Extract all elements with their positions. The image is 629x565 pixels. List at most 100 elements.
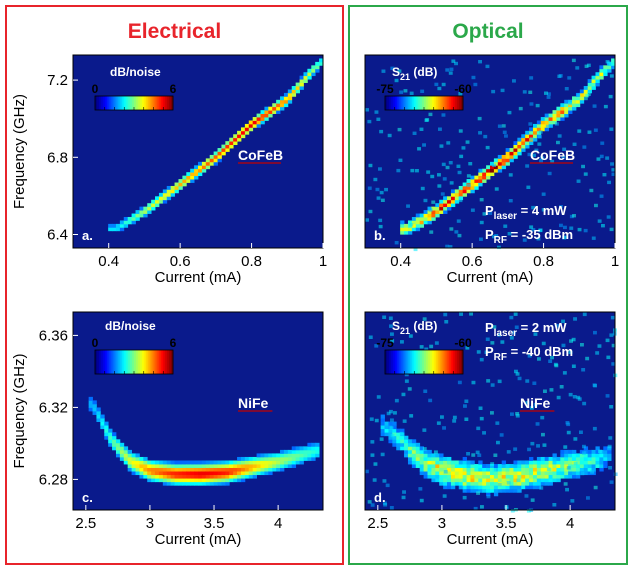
colorbar-step (422, 350, 425, 374)
noise-cell (485, 337, 490, 341)
heatmap-cell (568, 110, 573, 114)
noise-cell (559, 205, 563, 209)
heatmap-cell (131, 213, 136, 218)
heatmap-cell (272, 464, 277, 468)
x-tick-label: 2.5 (367, 515, 388, 532)
noise-cell (484, 350, 489, 354)
heatmap-cell (92, 400, 97, 405)
heatmap-cell (162, 196, 168, 201)
noise-cell (422, 447, 427, 451)
plot-area (73, 55, 323, 248)
heatmap-cell (501, 474, 507, 479)
colorbar-step (130, 350, 133, 374)
heatmap-cell (435, 210, 440, 214)
heatmap-cell (407, 230, 413, 235)
x-tick-label: 2.5 (75, 515, 96, 532)
heatmap-cell (104, 421, 109, 426)
heatmap-cell (525, 471, 530, 476)
noise-cell (601, 224, 605, 228)
heatmap-cell (603, 68, 608, 73)
heatmap-cell (123, 216, 129, 221)
heatmap-cell (205, 471, 211, 476)
heatmap-cell (186, 478, 191, 483)
colorbar-step (459, 350, 462, 374)
heatmap-cell (252, 117, 257, 121)
heatmap-cell (280, 106, 285, 111)
noise-cell (437, 86, 442, 91)
heatmap-cell (595, 449, 600, 454)
heatmap-cell (100, 421, 105, 426)
heatmap-cell (213, 481, 218, 486)
heatmap-cell (166, 192, 172, 197)
heatmap-cell (201, 467, 207, 472)
noise-cell (445, 68, 450, 72)
heatmap-cell (497, 154, 503, 159)
heatmap-cell (474, 175, 479, 180)
heatmap-cell (529, 460, 534, 465)
heatmap-cell (532, 485, 538, 490)
heatmap-cell (423, 456, 428, 461)
heatmap-cell (127, 467, 132, 472)
heatmap-cell (607, 65, 612, 70)
noise-cell (419, 498, 424, 503)
heatmap-cell (307, 442, 312, 447)
heatmap-cell (529, 456, 534, 461)
noise-cell (477, 116, 482, 121)
heatmap-cell (201, 471, 207, 476)
heatmap-cell (560, 117, 565, 121)
heatmap-cell (280, 453, 285, 458)
noise-cell (445, 244, 450, 249)
noise-cell (370, 503, 375, 507)
colorbar-step (95, 350, 98, 374)
heatmap-cell (474, 481, 479, 486)
noise-cell (401, 495, 406, 500)
heatmap-cell (252, 471, 257, 476)
noise-cell (611, 343, 616, 348)
heatmap-cell (599, 464, 604, 468)
heatmap-cell (283, 103, 289, 108)
heatmap-cell (572, 464, 577, 468)
y-tick-label: 6.4 (47, 226, 68, 243)
heatmap-cell (151, 478, 156, 483)
heatmap-cell (599, 72, 604, 77)
heatmap-cell (237, 474, 242, 479)
heatmap-cell (311, 72, 316, 77)
noise-cell (543, 389, 547, 393)
heatmap-cell (540, 117, 546, 121)
heatmap-cell (264, 467, 269, 472)
heatmap-cell (607, 446, 612, 451)
colorbar-step (102, 350, 106, 374)
heatmap-cell (521, 144, 526, 149)
noise-cell (569, 214, 574, 219)
colorbar-title: S21 (dB) (392, 319, 437, 336)
colorbar-step (110, 350, 113, 374)
colorbar-title-main: S (392, 319, 400, 333)
heatmap-cell (486, 175, 491, 180)
heatmap-cell (591, 75, 596, 80)
colorbar-step (169, 96, 172, 110)
y-tick-label: 6.8 (47, 149, 68, 166)
heatmap-cell (170, 189, 175, 194)
heatmap-cell (256, 460, 261, 465)
heatmap-cell (252, 464, 257, 468)
heatmap-cell (423, 464, 428, 468)
heatmap-cell (450, 192, 456, 197)
heatmap-cell (587, 453, 592, 458)
heatmap-cell (400, 446, 405, 451)
heatmap-cell (474, 471, 479, 476)
noise-cell (571, 337, 576, 342)
heatmap-cell (240, 467, 246, 472)
heatmap-cell (595, 460, 600, 465)
noise-cell (437, 173, 441, 177)
noise-cell (547, 92, 551, 96)
heatmap-cell (482, 467, 487, 472)
heatmap-cell (205, 161, 211, 166)
heatmap-cell (505, 485, 510, 490)
heatmap-cell (478, 172, 483, 177)
heatmap-cell (552, 478, 557, 483)
colorbar-step (461, 96, 464, 110)
heatmap-cell (529, 464, 534, 468)
heatmap-cell (454, 467, 460, 472)
colorbar-min-label: -75 (376, 82, 394, 96)
heatmap-cell (295, 456, 300, 461)
